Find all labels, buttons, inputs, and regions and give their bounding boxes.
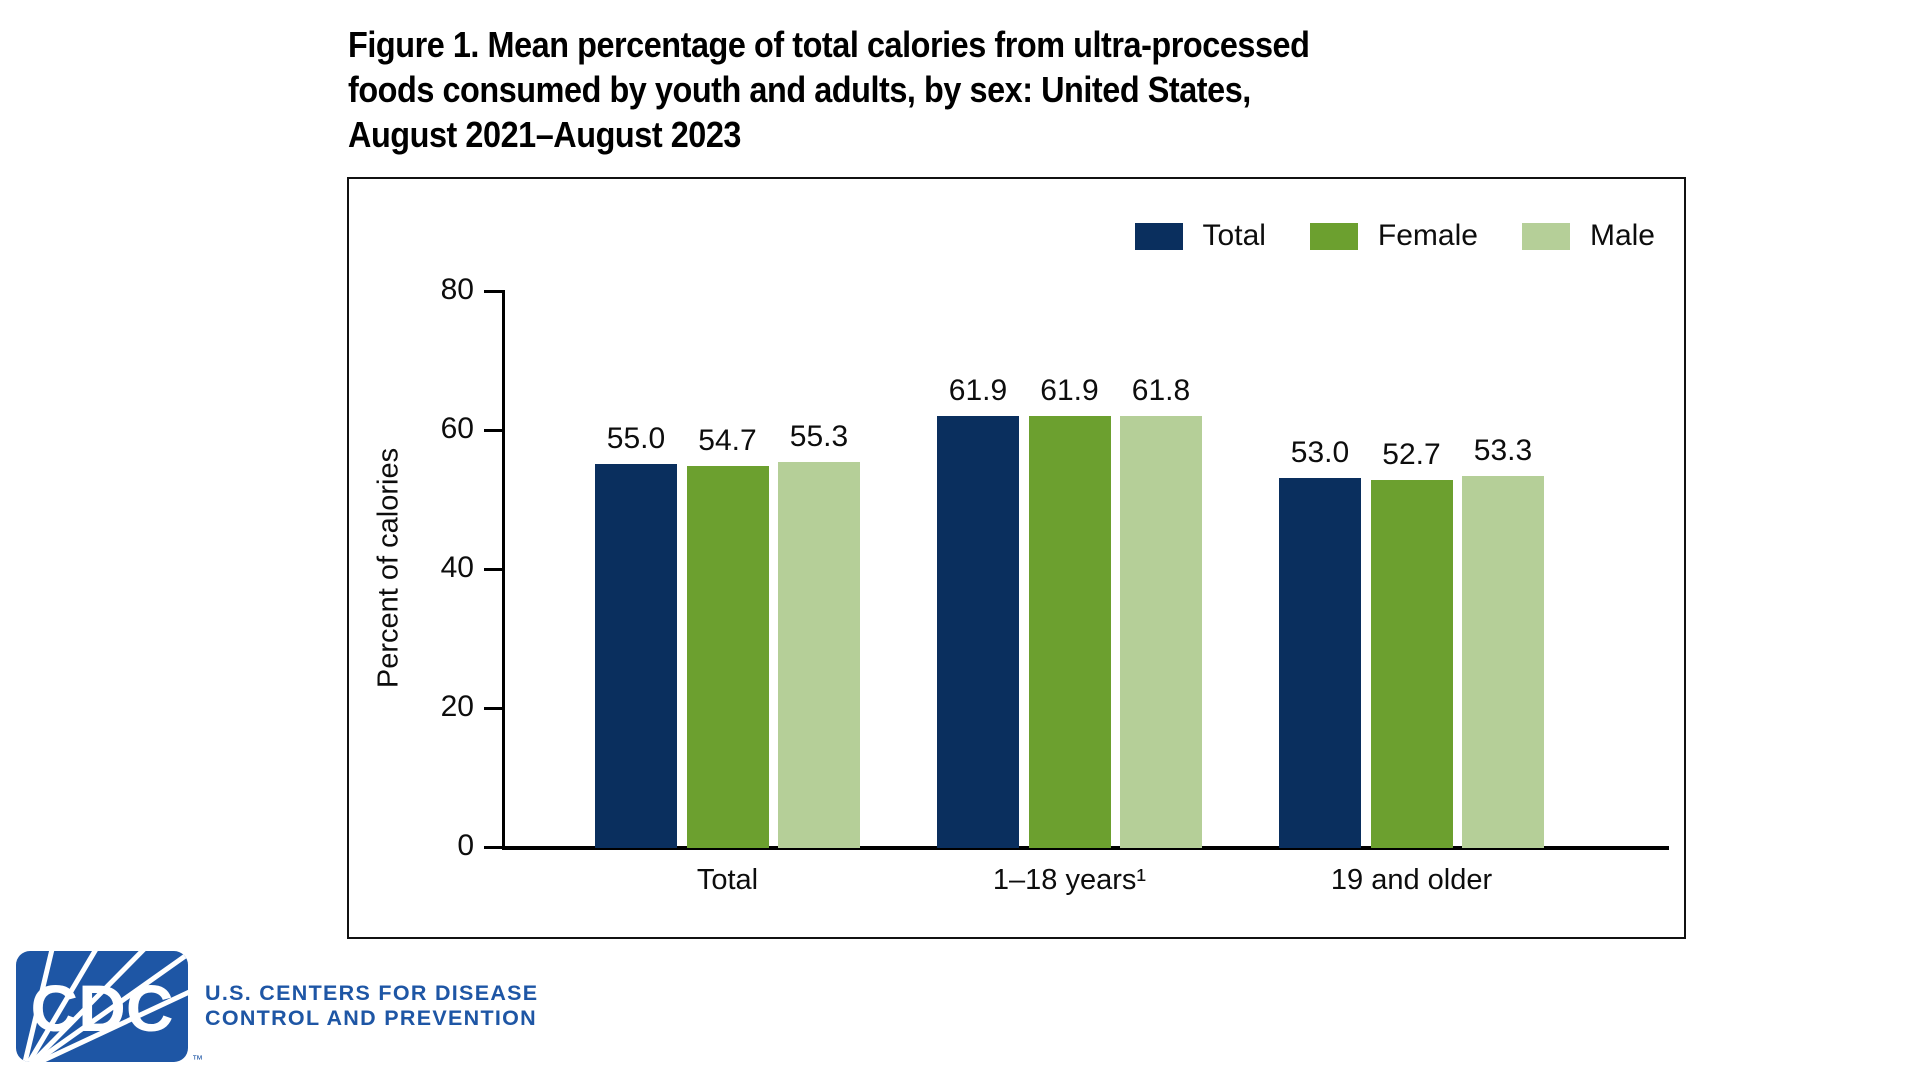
bar	[595, 463, 677, 848]
y-tick	[484, 707, 502, 710]
bar-value-label: 53.0	[1290, 435, 1350, 469]
cdc-logo-text: CDC	[31, 971, 174, 1045]
bar-value-label: 55.3	[789, 419, 849, 453]
bar-value-label: 61.8	[1131, 374, 1191, 408]
figure-title: Figure 1. Mean percentage of total calor…	[348, 24, 1310, 155]
bar	[1462, 475, 1544, 848]
cdc-wordmark-line1: U.S. CENTERS FOR DISEASE	[205, 981, 539, 1005]
bar-value-label: 55.0	[606, 421, 666, 455]
y-tick-label: 60	[440, 412, 474, 445]
y-tick	[484, 846, 502, 849]
y-tick-label: 20	[440, 690, 474, 723]
legend-label: Male	[1589, 219, 1655, 252]
trademark-icon: ™	[192, 1054, 203, 1066]
x-category-label: 19 and older	[1330, 864, 1493, 896]
bar	[1028, 415, 1111, 848]
bar	[1370, 479, 1453, 848]
cdc-logo-icon: CDC ™	[16, 951, 203, 1066]
legend-label: Female	[1377, 219, 1478, 252]
y-tick-label: 0	[457, 829, 474, 862]
bar-value-label: 53.3	[1473, 433, 1533, 467]
cdc-logo: CDC ™	[16, 951, 212, 1069]
bar-value-label: 54.7	[698, 423, 757, 457]
y-axis-title: Percent of calories	[372, 447, 405, 689]
bar-value-label: 52.7	[1382, 437, 1441, 471]
legend-swatch-icon	[1134, 222, 1183, 250]
bar	[1120, 416, 1202, 848]
cdc-wordmark-line2: CONTROL AND PREVENTION	[205, 1006, 538, 1030]
x-axis-line	[502, 846, 1669, 850]
logo-rays	[16, 951, 188, 1062]
y-tick-label: 80	[440, 273, 474, 306]
legend-swatch-icon	[1521, 222, 1570, 250]
legend-item: Female	[1309, 219, 1478, 253]
x-category-label: 1–18 years¹	[992, 864, 1147, 896]
x-category-label: Total	[696, 864, 759, 896]
y-axis-line	[502, 290, 505, 850]
y-tick	[484, 429, 502, 432]
bar-value-label: 61.9	[948, 373, 1008, 407]
chart-frame: Total Female Male Percent of calories 0 20 4…	[347, 177, 1686, 939]
y-tick-label: 40	[440, 551, 474, 584]
bar	[937, 415, 1019, 848]
y-tick	[484, 290, 502, 293]
bar-value-label: 61.9	[1040, 373, 1099, 407]
legend-item: Total	[1134, 219, 1266, 253]
legend: Total Female Male	[1134, 219, 1655, 253]
legend-swatch-icon	[1309, 222, 1358, 250]
bar	[778, 461, 860, 848]
legend-label: Total	[1202, 219, 1266, 252]
legend-item: Male	[1521, 219, 1655, 253]
cdc-wordmark: U.S. CENTERS FOR DISEASE CONTROL AND PRE…	[205, 981, 538, 1031]
bar	[686, 465, 769, 848]
bar	[1279, 477, 1361, 848]
y-tick	[484, 568, 502, 571]
